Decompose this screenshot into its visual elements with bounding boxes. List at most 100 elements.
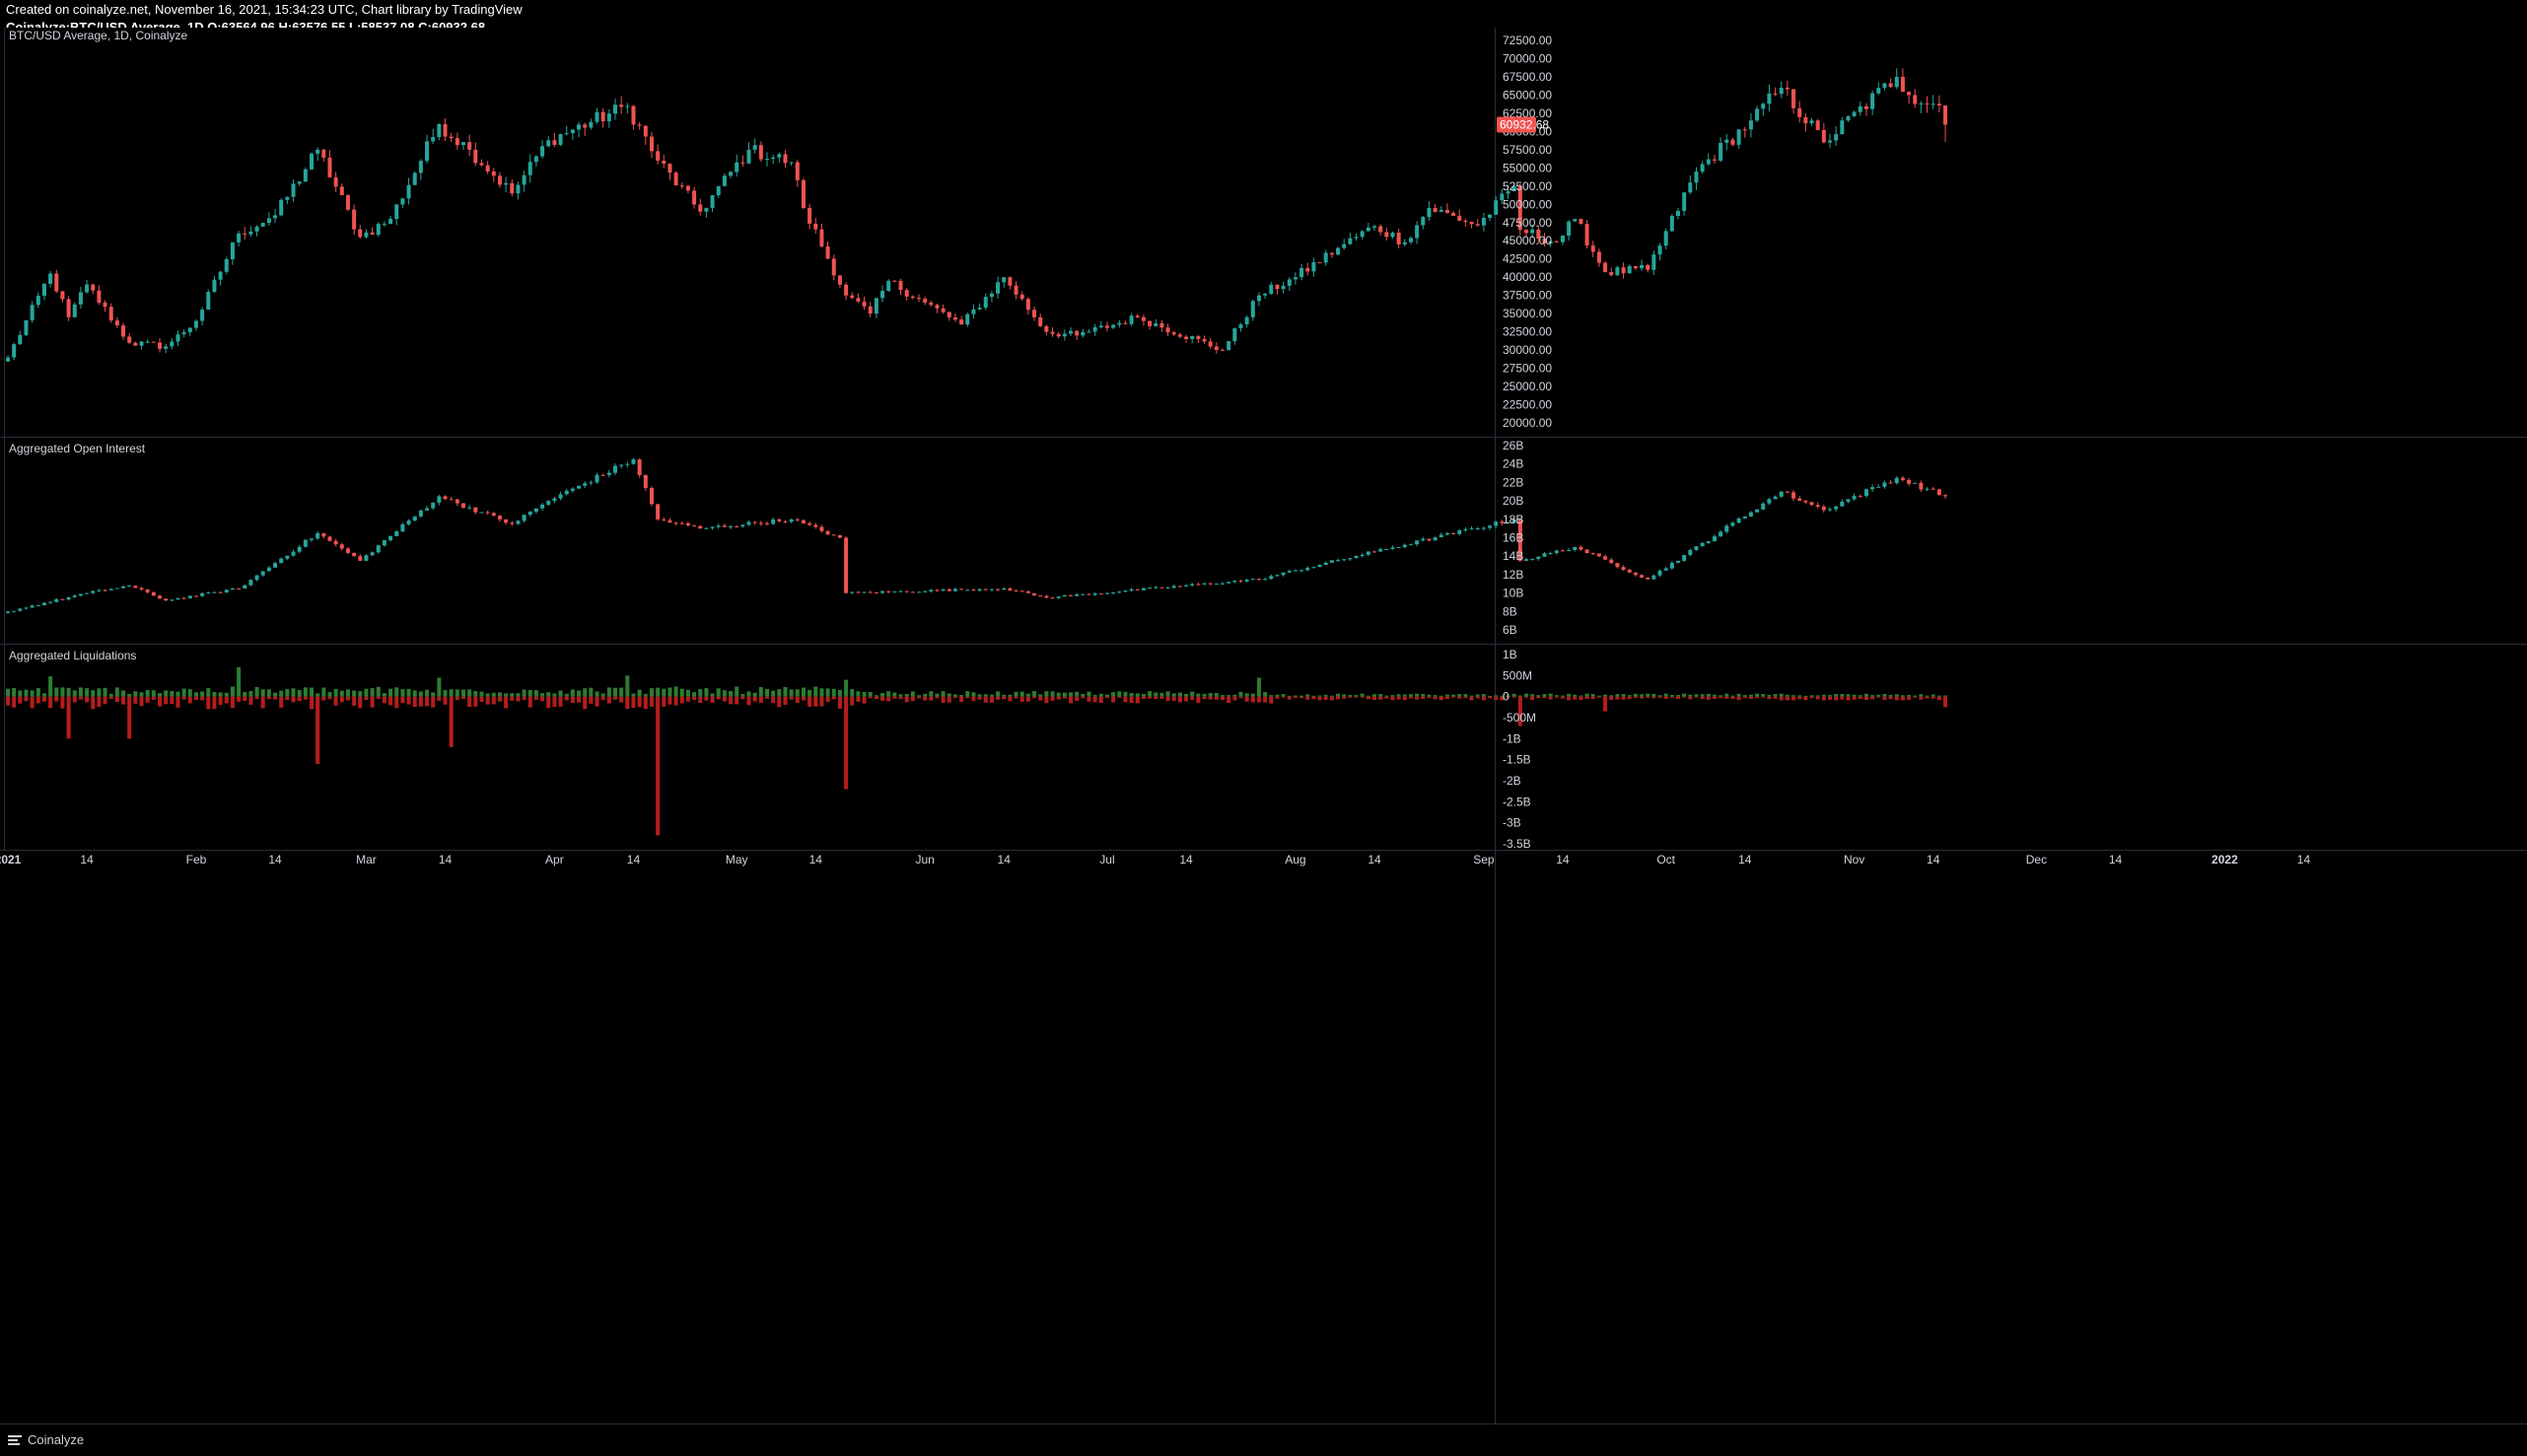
candle-body — [1360, 554, 1365, 557]
candle-body — [941, 308, 946, 312]
liq-bar-long — [831, 688, 836, 697]
liq-bar-short — [1913, 696, 1918, 698]
candle-body — [1834, 134, 1839, 141]
candle-body — [850, 591, 855, 593]
candle-body — [151, 591, 156, 596]
candle-body — [170, 599, 175, 601]
candle-body — [1900, 477, 1905, 480]
chart-canvas[interactable]: BTC/USD Average, 1D, Coinalyze Aggregated… — [0, 0, 2527, 1423]
liq-bar-long — [1579, 695, 1583, 697]
liq-bar-long — [722, 690, 727, 697]
candle-body — [1669, 562, 1674, 569]
candle-body — [145, 341, 150, 343]
candle-body — [1202, 338, 1207, 342]
liq-bar-short — [704, 696, 709, 701]
candle-body — [30, 305, 35, 320]
liq-bar-short — [1590, 696, 1595, 700]
candle-body — [1323, 562, 1328, 565]
liq-bar-short — [1803, 696, 1808, 701]
candle-body — [206, 292, 211, 311]
liq-bar-long — [1633, 693, 1638, 697]
liq-bar-long — [1809, 695, 1814, 697]
candle-body — [1148, 320, 1153, 326]
candle-body — [333, 176, 338, 187]
liq-bar-long — [1177, 692, 1182, 697]
liq-bar-long — [856, 691, 861, 697]
liq-bar-short — [1846, 696, 1851, 701]
liq-bar-long — [1135, 693, 1140, 697]
liq-bar-long — [461, 689, 465, 697]
candle-body — [1129, 315, 1134, 324]
liq-bar-short — [662, 696, 667, 707]
candle-body — [1336, 247, 1341, 255]
liq-bar-long — [1706, 693, 1711, 697]
candle-body — [1154, 587, 1158, 589]
liq-bar-short — [904, 696, 909, 703]
liq-bar-short — [1930, 696, 1935, 699]
y-tick-label: -2.5B — [1503, 795, 1531, 808]
candle-body — [1008, 588, 1013, 591]
candle-body — [1390, 547, 1395, 550]
candle-body — [145, 589, 150, 592]
candle-body — [813, 524, 818, 527]
liq-bar-short — [1748, 696, 1753, 699]
liq-bar-short — [243, 696, 247, 702]
liq-bar-long — [1640, 694, 1645, 697]
liq-bar-long — [1627, 695, 1632, 697]
candle-body — [418, 510, 423, 517]
liq-bar-long — [595, 691, 599, 697]
candle-body — [85, 592, 90, 594]
candle-body — [35, 604, 40, 606]
liq-bar-short — [1184, 696, 1189, 702]
candle-body — [394, 531, 399, 536]
candle-body — [1244, 316, 1249, 325]
liq-bar-short — [60, 696, 65, 709]
liq-bar-short — [248, 696, 253, 705]
candle-body — [765, 159, 769, 161]
liq-bar-short — [1870, 696, 1875, 700]
candle-body — [158, 342, 162, 349]
liq-bar-long — [1870, 695, 1875, 697]
candle-body — [1590, 245, 1595, 252]
liq-bar-long — [1293, 695, 1298, 697]
liq-bar-short — [795, 696, 800, 704]
candle-body — [1098, 325, 1103, 328]
candle-body — [266, 218, 271, 224]
brand-logo[interactable]: Coinalyze — [8, 1432, 84, 1447]
liq-bar-short — [364, 696, 369, 701]
candle-body — [1263, 294, 1268, 296]
liq-bar-long — [1014, 691, 1018, 697]
liq-bar-long — [382, 693, 386, 697]
brand-name: Coinalyze — [28, 1432, 85, 1447]
candle-body — [1025, 590, 1030, 593]
candle-body — [710, 195, 715, 208]
candle-body — [862, 591, 867, 593]
candle-body — [1129, 589, 1134, 591]
liq-bar-short — [729, 696, 734, 705]
candle-body — [1299, 267, 1304, 278]
liq-bar-short — [1511, 696, 1516, 698]
liq-bar-long — [1069, 692, 1073, 697]
liq-bar-short — [358, 696, 363, 709]
liq-bar-short — [892, 696, 897, 699]
candle-body — [516, 184, 521, 194]
candle-body — [1117, 591, 1122, 593]
candle-body — [1640, 264, 1645, 269]
liq-bar-long — [108, 693, 113, 697]
liq-bar-short — [1809, 696, 1814, 699]
candle-body — [1882, 482, 1887, 487]
candle-body — [1056, 596, 1061, 598]
liq-bar-short — [1050, 696, 1055, 701]
liq-bar-long — [795, 689, 800, 697]
liq-bar-long — [1517, 695, 1522, 697]
candle-body — [1724, 139, 1729, 143]
candle-body — [443, 123, 448, 137]
candle-body — [345, 194, 350, 210]
y-tick-label: 10B — [1503, 587, 1523, 600]
y-tick-label: -1.5B — [1503, 753, 1531, 767]
candle-body — [1098, 593, 1103, 595]
candle-body — [1208, 583, 1213, 585]
liq-bar-long — [121, 690, 126, 697]
menu-icon — [8, 1434, 22, 1445]
liq-bar-short — [1669, 696, 1674, 698]
